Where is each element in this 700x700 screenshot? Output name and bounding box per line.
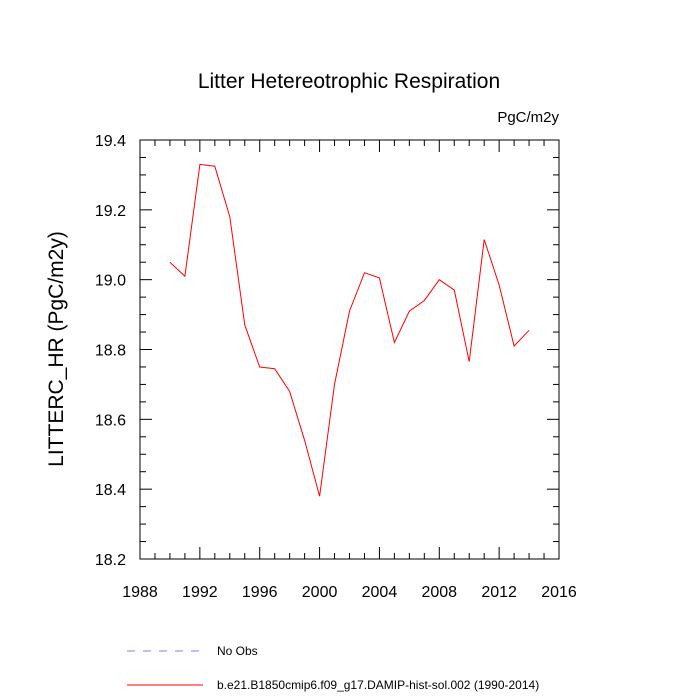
x-tick-label: 2016 [541,584,577,601]
x-tick-label: 1992 [182,584,218,601]
x-tick-label: 1988 [122,584,158,601]
y-tick-label: 18.6 [95,412,126,429]
legend: No Obs b.e21.B1850cmip6.f09_g17.DAMIP-his… [127,644,539,692]
y-tick-label: 19.4 [95,133,126,150]
y-tick-label: 19.2 [95,203,126,220]
x-tick-label: 1996 [242,584,278,601]
series-line [169,163,530,497]
series-group [169,163,530,497]
units-label: PgC/m2y [497,109,559,126]
chart-title: Litter Hetereotrophic Respiration [198,70,500,93]
y-axis-label: LITTERC_HR (PgC/m2y) [45,231,68,467]
x-tick-label: 2000 [302,584,338,601]
y-tick-label: 18.4 [95,482,126,499]
axis-ticks: 1988 1992 1996 2000 2004 2008 2012 2016 18.2 18.4… [95,133,577,601]
x-tick-label: 2004 [362,584,398,601]
x-tick-label: 2008 [421,584,457,601]
y-tick-label: 19.0 [95,273,126,290]
y-tick-label: 18.2 [95,552,126,569]
legend-label: No Obs [217,644,258,658]
y-tick-label: 18.8 [95,343,126,360]
plot-frame [139,139,560,560]
legend-label: b.e21.B1850cmip6.f09_g17.DAMIP-hist-sol.… [217,678,539,692]
x-tick-label: 2012 [481,584,517,601]
